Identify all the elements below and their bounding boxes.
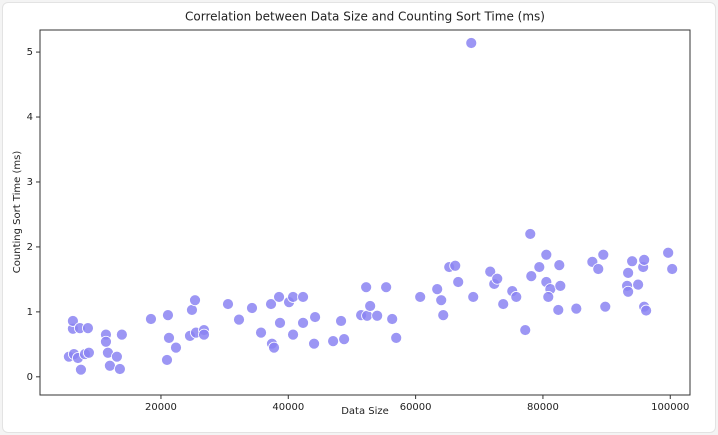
- scatter-point: [186, 304, 198, 316]
- scatter-point: [380, 281, 393, 294]
- scatter-point: [265, 298, 277, 310]
- scatter-point: [599, 300, 612, 313]
- scatter-point: [82, 346, 95, 359]
- scatter-point: [592, 263, 605, 275]
- x-tick-label: 60000: [400, 402, 432, 413]
- scatter-point: [327, 335, 340, 347]
- x-tick-label: 40000: [272, 402, 304, 413]
- scatter-point: [189, 294, 201, 307]
- scatter-point: [361, 309, 374, 322]
- y-tick-label: 0: [27, 372, 33, 383]
- scatter-point: [198, 328, 210, 341]
- y-tick-label: 1: [27, 307, 33, 318]
- scatter-point: [161, 354, 173, 366]
- scatter-point: [414, 291, 427, 303]
- scatter-point: [287, 291, 299, 303]
- scatter-point: [519, 324, 532, 336]
- scatter-point: [255, 326, 267, 339]
- scatter-point: [145, 313, 157, 325]
- chart-title: Correlation between Data Size and Counti…: [185, 10, 545, 24]
- scatter-point: [540, 248, 553, 261]
- scatter-point: [273, 291, 285, 303]
- scatter-point: [75, 363, 87, 376]
- scatter-point: [622, 267, 635, 279]
- scatter-point: [452, 276, 465, 288]
- scatter-point: [222, 298, 234, 310]
- scatter-point: [525, 270, 538, 283]
- scatter-point: [484, 265, 497, 278]
- x-tick-label: 100000: [651, 402, 689, 413]
- scatter-point: [163, 331, 175, 344]
- scatter-point: [465, 37, 478, 49]
- scatter-point: [246, 302, 258, 314]
- x-axis-label: Data Size: [341, 406, 389, 417]
- x-tick-label: 20000: [145, 402, 177, 413]
- scatter-point: [632, 278, 645, 291]
- y-axis-label: Counting Sort Time (ms): [12, 151, 23, 274]
- scatter-point: [510, 291, 523, 303]
- scatter-point: [626, 255, 639, 268]
- scatter-point: [640, 304, 653, 317]
- scatter-point: [524, 228, 537, 240]
- scatter-point: [449, 259, 462, 272]
- scatter-point: [67, 315, 79, 327]
- x-tick-label: 80000: [527, 402, 559, 413]
- scatter-point: [364, 300, 377, 312]
- scatter-point: [335, 315, 347, 327]
- scatter-point: [233, 313, 245, 326]
- scatter-point: [497, 298, 510, 310]
- scatter-point: [666, 263, 679, 275]
- scatter-point: [371, 309, 384, 322]
- scatter-point: [268, 341, 280, 354]
- scatter-point: [386, 313, 399, 325]
- scatter-point: [437, 309, 450, 322]
- scatter-point: [274, 317, 286, 329]
- scatter-point: [638, 254, 651, 266]
- scatter-point: [553, 259, 566, 272]
- scatter-point: [533, 261, 546, 273]
- scatter-point: [287, 328, 299, 341]
- scatter-point: [435, 294, 448, 307]
- scatter-point: [115, 328, 128, 341]
- scatter-point: [552, 304, 565, 316]
- scatter-point: [491, 272, 504, 285]
- y-tick-label: 5: [27, 47, 33, 58]
- scatter-point: [297, 317, 309, 329]
- scatter-point: [554, 279, 567, 292]
- scatter-point: [542, 291, 555, 303]
- scatter-point: [170, 341, 182, 354]
- scatter-point: [662, 246, 675, 259]
- scatter-point: [360, 281, 373, 294]
- y-tick-label: 2: [27, 242, 33, 253]
- scatter-point: [111, 350, 123, 363]
- scatter-point: [100, 335, 112, 348]
- scatter-point: [597, 248, 610, 261]
- scatter-point: [113, 363, 126, 375]
- scatter-point: [308, 337, 320, 350]
- scatter-point: [622, 285, 635, 298]
- scatter-point: [104, 359, 116, 372]
- scatter-point: [309, 311, 321, 323]
- scatter-point: [431, 283, 444, 296]
- scatter-point: [570, 302, 583, 315]
- scatter-point: [467, 291, 480, 303]
- y-tick-label: 3: [27, 177, 33, 188]
- plot-frame: [39, 29, 691, 396]
- scatter-point: [297, 291, 309, 303]
- scatter-point: [162, 309, 174, 322]
- scatter-point: [82, 322, 94, 335]
- y-tick-label: 4: [27, 112, 33, 123]
- scatter-point: [338, 333, 351, 346]
- scatter-point: [390, 331, 403, 344]
